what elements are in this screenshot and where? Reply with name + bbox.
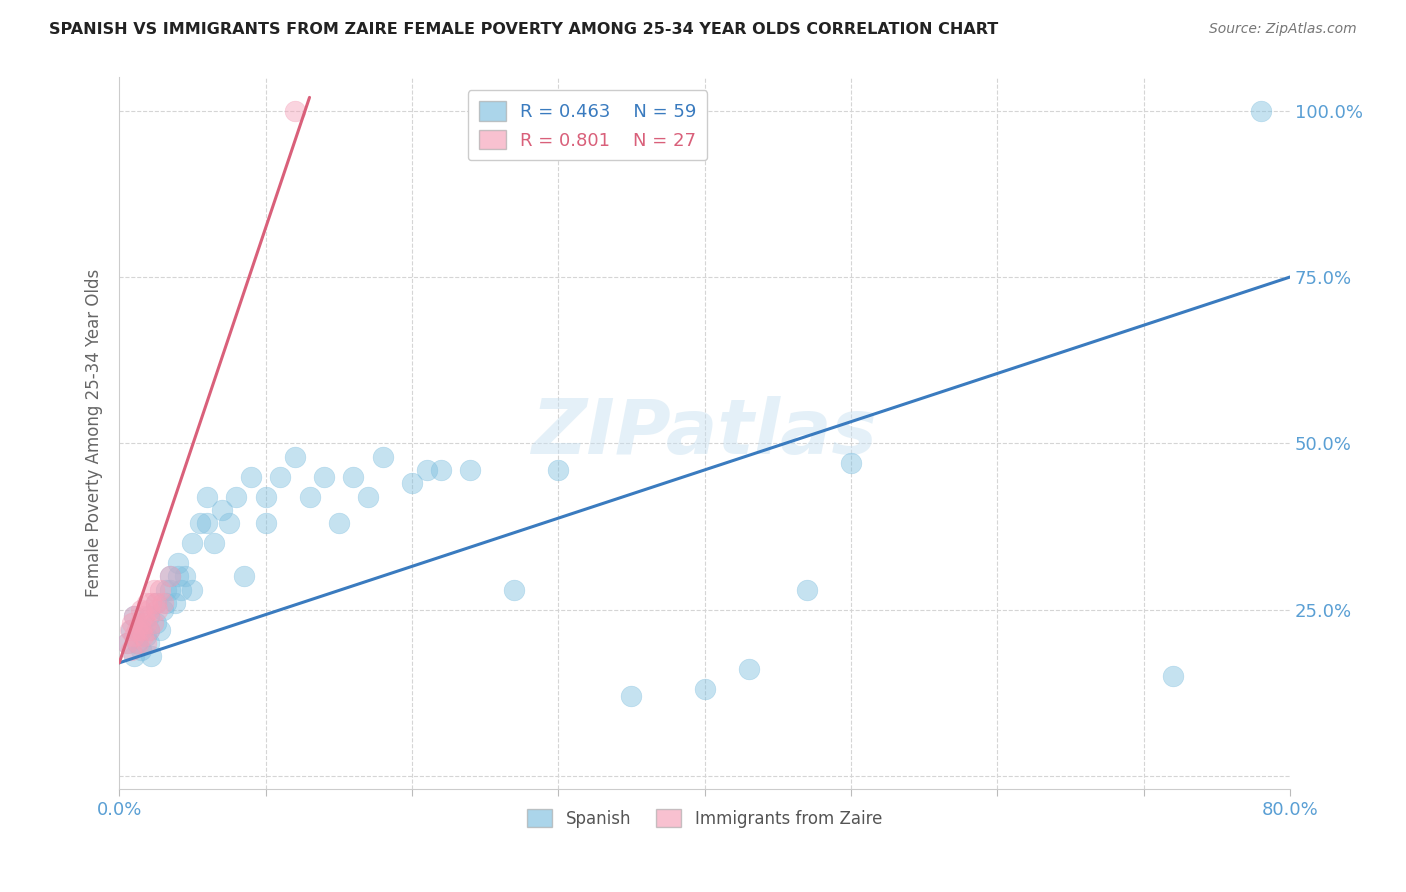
Point: [129, 642, 152, 657]
Point: [503, 582, 526, 597]
Point: [128, 615, 150, 630]
Point: [125, 636, 148, 650]
Point: [159, 569, 181, 583]
Point: [122, 609, 145, 624]
Point: [149, 623, 172, 637]
Point: [693, 682, 716, 697]
Point: [211, 503, 233, 517]
Point: [149, 582, 172, 597]
Point: [401, 476, 423, 491]
Point: [125, 623, 148, 637]
Point: [138, 609, 160, 624]
Point: [163, 596, 186, 610]
Point: [357, 490, 380, 504]
Point: [129, 602, 152, 616]
Point: [141, 649, 163, 664]
Point: [122, 649, 145, 664]
Point: [118, 623, 141, 637]
Point: [145, 615, 167, 630]
Point: [328, 516, 350, 530]
Point: [195, 490, 218, 504]
Point: [138, 623, 160, 637]
Point: [1161, 669, 1184, 683]
Point: [135, 615, 157, 630]
Point: [129, 623, 152, 637]
Point: [120, 642, 142, 657]
Point: [136, 596, 159, 610]
Point: [138, 623, 160, 637]
Point: [131, 629, 153, 643]
Point: [839, 456, 862, 470]
Point: [146, 602, 169, 616]
Point: [240, 469, 263, 483]
Point: [166, 556, 188, 570]
Point: [460, 463, 482, 477]
Point: [371, 450, 394, 464]
Point: [155, 582, 177, 597]
Point: [138, 602, 160, 616]
Point: [120, 623, 142, 637]
Point: [218, 516, 240, 530]
Point: [115, 636, 138, 650]
Point: [181, 536, 204, 550]
Point: [122, 629, 145, 643]
Point: [159, 582, 181, 597]
Y-axis label: Female Poverty Among 25-34 Year Olds: Female Poverty Among 25-34 Year Olds: [86, 269, 103, 598]
Point: [135, 629, 157, 643]
Text: ZIPatlas: ZIPatlas: [531, 396, 877, 470]
Point: [174, 569, 197, 583]
Point: [122, 609, 145, 624]
Point: [121, 615, 143, 630]
Point: [152, 602, 174, 616]
Point: [145, 596, 167, 610]
Point: [254, 516, 277, 530]
Point: [547, 463, 569, 477]
Point: [142, 615, 165, 630]
Text: Source: ZipAtlas.com: Source: ZipAtlas.com: [1209, 22, 1357, 37]
Point: [134, 609, 156, 624]
Point: [342, 469, 364, 483]
Point: [152, 596, 174, 610]
Point: [141, 596, 163, 610]
Point: [620, 689, 643, 703]
Point: [298, 490, 321, 504]
Point: [1250, 103, 1272, 118]
Point: [415, 463, 437, 477]
Point: [314, 469, 336, 483]
Point: [188, 516, 211, 530]
Point: [430, 463, 453, 477]
Point: [284, 103, 307, 118]
Point: [159, 569, 181, 583]
Point: [145, 596, 167, 610]
Point: [225, 490, 247, 504]
Point: [737, 663, 759, 677]
Point: [170, 582, 193, 597]
Point: [269, 469, 291, 483]
Point: [155, 596, 177, 610]
Text: SPANISH VS IMMIGRANTS FROM ZAIRE FEMALE POVERTY AMONG 25-34 YEAR OLDS CORRELATIO: SPANISH VS IMMIGRANTS FROM ZAIRE FEMALE …: [49, 22, 998, 37]
Point: [138, 636, 160, 650]
Point: [166, 569, 188, 583]
Point: [129, 623, 152, 637]
Point: [135, 636, 157, 650]
Point: [254, 490, 277, 504]
Point: [284, 450, 307, 464]
Point: [195, 516, 218, 530]
Point: [127, 636, 149, 650]
Point: [143, 582, 166, 597]
Legend: Spanish, Immigrants from Zaire: Spanish, Immigrants from Zaire: [520, 802, 889, 834]
Point: [796, 582, 818, 597]
Point: [232, 569, 254, 583]
Point: [202, 536, 225, 550]
Point: [181, 582, 204, 597]
Point: [115, 636, 138, 650]
